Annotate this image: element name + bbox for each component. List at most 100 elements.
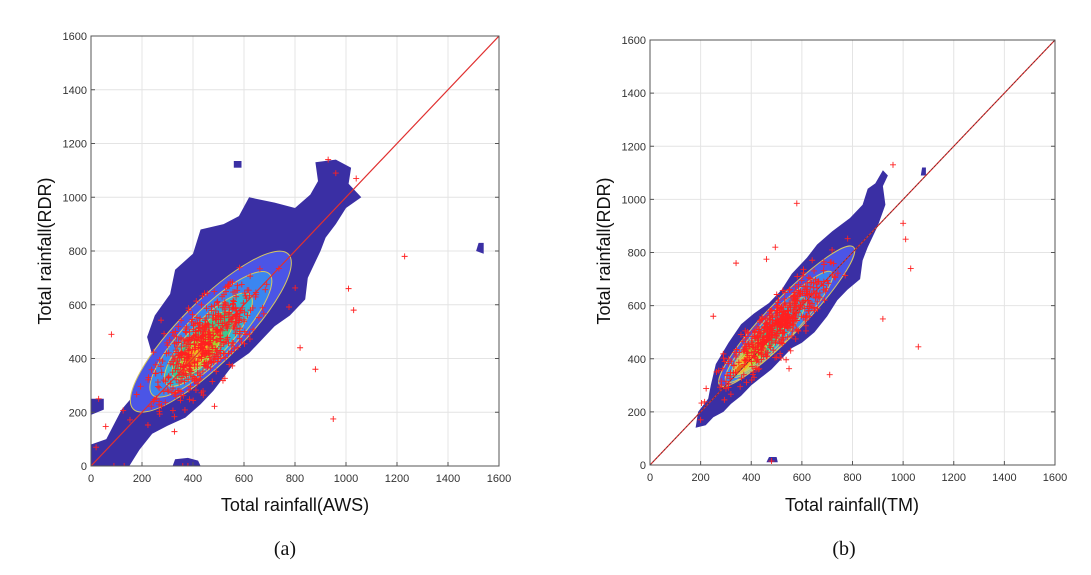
data-point [246, 330, 253, 337]
data-point [209, 345, 216, 352]
data-point [215, 355, 222, 362]
data-point [180, 363, 187, 370]
data-point [174, 358, 181, 365]
data-point [256, 265, 263, 272]
data-point [778, 304, 785, 311]
data-point [758, 351, 765, 358]
data-point [786, 286, 793, 293]
data-point [172, 347, 179, 354]
data-point [789, 318, 796, 325]
data-point [219, 293, 226, 300]
data-point [814, 298, 821, 305]
x-tick-label: 1400 [992, 472, 1016, 484]
data-point [202, 336, 209, 343]
data-point [223, 325, 230, 332]
data-point [157, 363, 164, 370]
data-point [201, 359, 208, 366]
data-point [189, 311, 196, 318]
data-point [769, 327, 776, 334]
data-point [797, 302, 804, 309]
data-point [745, 330, 752, 337]
data-point [182, 325, 189, 332]
data-point [192, 387, 199, 394]
data-point [784, 318, 791, 325]
y-tick-label: 1600 [622, 35, 646, 47]
data-point [221, 312, 228, 319]
data-point [186, 396, 193, 403]
data-point [241, 340, 248, 347]
data-point [802, 327, 809, 334]
data-point [725, 360, 732, 367]
data-point [171, 413, 178, 420]
y-tick-label: 1400 [63, 85, 87, 97]
x-tick-label: 1600 [487, 473, 511, 485]
data-point [805, 274, 812, 281]
data-point [172, 328, 179, 335]
data-point [802, 283, 809, 290]
data-point [200, 388, 207, 395]
data-point [741, 343, 748, 350]
data-point [198, 353, 205, 360]
data-point [769, 320, 776, 327]
data-point [210, 315, 217, 322]
data-point [181, 406, 188, 413]
data-point [748, 358, 755, 365]
x-tick-label: 600 [793, 472, 811, 484]
data-point [811, 304, 818, 311]
data-point [159, 358, 166, 365]
data-point [771, 332, 778, 339]
x-tick-label: 0 [88, 473, 94, 485]
data-point [175, 339, 182, 346]
panel-b-plot-area: 0 200 400 600 800 1000 1200 1400 1600 0 200 400 600 8… [622, 35, 1068, 484]
data-point [737, 331, 744, 338]
data-point [763, 321, 770, 328]
data-point [786, 365, 793, 372]
x-tick-label: 800 [286, 473, 304, 485]
data-point [773, 291, 780, 298]
data-point [234, 287, 241, 294]
data-point [759, 344, 766, 351]
data-point [160, 377, 167, 384]
data-point [233, 293, 240, 300]
data-point [190, 326, 197, 333]
data-point [768, 307, 775, 314]
data-point [145, 374, 152, 381]
data-point [206, 354, 213, 361]
data-point [193, 336, 200, 343]
data-point [181, 340, 188, 347]
data-point [236, 316, 243, 323]
data-point [214, 298, 221, 305]
y-tick-label: 1400 [622, 88, 646, 100]
data-point [203, 315, 210, 322]
data-point [192, 333, 199, 340]
data-point [763, 333, 770, 340]
data-point [732, 369, 739, 376]
data-point [173, 333, 180, 340]
data-point [158, 317, 165, 324]
data-point [795, 281, 802, 288]
data-point [158, 403, 165, 410]
data-point [750, 352, 757, 359]
data-point [227, 278, 234, 285]
data-point [144, 421, 151, 428]
data-point [184, 463, 191, 466]
data-point [237, 307, 244, 314]
data-point [188, 336, 195, 343]
data-point [812, 276, 819, 283]
data-point [801, 305, 808, 312]
y-tick-label: 600 [69, 300, 87, 312]
data-point [767, 344, 774, 351]
data-point [219, 304, 226, 311]
data-point [215, 349, 222, 356]
data-point [232, 314, 239, 321]
data-point [195, 369, 202, 376]
data-point [187, 383, 194, 390]
data-point [152, 361, 159, 368]
data-point [353, 175, 360, 182]
data-point [208, 342, 215, 349]
panel-b-ylabel: Total rainfall(RDR) [594, 177, 614, 324]
data-point [223, 288, 230, 295]
data-point [345, 285, 352, 292]
data-point [783, 356, 790, 363]
